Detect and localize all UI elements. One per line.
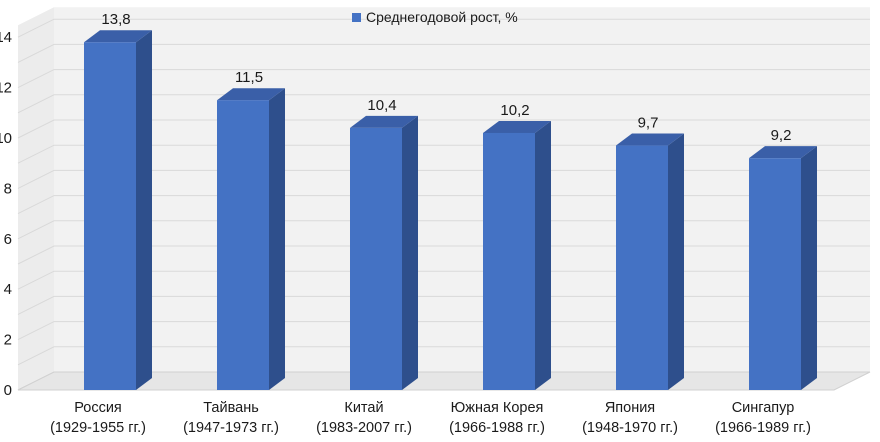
gridline: [17, 321, 870, 341]
y-tick-label: 2: [4, 332, 12, 349]
bar-top: [350, 115, 418, 128]
gridline: [17, 119, 870, 139]
gridline: [17, 245, 870, 265]
gridline: [17, 94, 870, 114]
data-label: 9,7: [638, 115, 659, 132]
x-tick-sublabel: (1966-1988 гг.): [449, 420, 545, 436]
x-tick-sublabel: (1966-1989 гг.): [715, 420, 811, 436]
gridline: [17, 220, 870, 240]
x-tick-label: Китай: [344, 400, 383, 416]
x-tick-label: Россия: [74, 400, 122, 416]
data-label: 11,5: [235, 69, 263, 86]
y-tick-label: 10: [0, 130, 12, 147]
y-tick-label: 8: [4, 180, 12, 197]
legend: Среднегодовой рост, %: [352, 9, 518, 25]
gridline: [17, 346, 870, 366]
bar-side: [801, 146, 817, 390]
bar-top: [616, 133, 684, 146]
gridline: [17, 270, 870, 290]
bar-top: [217, 88, 285, 101]
gridline: [17, 18, 870, 38]
x-tick-sublabel: (1929-1955 гг.): [50, 420, 146, 436]
legend-swatch: [352, 13, 361, 22]
bar: [84, 42, 136, 391]
bar-top: [749, 146, 817, 159]
bar-side: [269, 88, 285, 390]
y-tick-label: 14: [0, 29, 12, 46]
bar: [217, 100, 269, 390]
gridline: [17, 69, 870, 89]
bar: [749, 158, 801, 390]
x-tick-label: Южная Корея: [451, 400, 544, 416]
back-wall: [54, 7, 870, 372]
data-label: 10,4: [367, 97, 396, 114]
x-tick-label: Япония: [605, 400, 655, 416]
bar-side: [136, 30, 152, 391]
data-label: 13,8: [101, 11, 130, 28]
x-tick-sublabel: (1983-2007 гг.): [316, 420, 412, 436]
y-tick-label: 6: [4, 231, 12, 248]
x-tick-sublabel: (1947-1973 гг.): [183, 420, 279, 436]
y-tick-label: 4: [4, 281, 12, 298]
gridline: [17, 295, 870, 315]
y-axis: 0 2 4 6 8 10 12 14: [0, 29, 12, 399]
bar: [350, 127, 402, 391]
bar: [483, 132, 535, 390]
side-wall: [18, 7, 54, 390]
gridline: [17, 195, 870, 215]
bar-side: [402, 115, 418, 391]
gridline: [17, 144, 870, 164]
data-label: 9,2: [771, 127, 792, 144]
bars: 13,8 11,5 10,4 10,2 9,7 9,2: [84, 11, 817, 391]
bar-side: [535, 120, 551, 391]
y-tick-label: 0: [4, 382, 12, 399]
x-axis: Россия (1929-1955 гг.) Тайвань (1947-1973 г…: [50, 400, 811, 436]
x-tick-label: Сингапур: [732, 400, 795, 416]
bar-top: [84, 30, 152, 43]
y-tick-label: 12: [0, 80, 12, 97]
data-label: 10,2: [500, 102, 529, 119]
bar-top: [483, 120, 551, 133]
bar-side: [668, 133, 684, 390]
legend-label: Среднегодовой рост, %: [366, 9, 518, 25]
x-tick-label: Тайвань: [203, 400, 259, 416]
gridline: [17, 169, 870, 189]
bar: [616, 145, 668, 390]
gridline: [17, 43, 870, 63]
x-tick-sublabel: (1948-1970 гг.): [582, 420, 678, 436]
